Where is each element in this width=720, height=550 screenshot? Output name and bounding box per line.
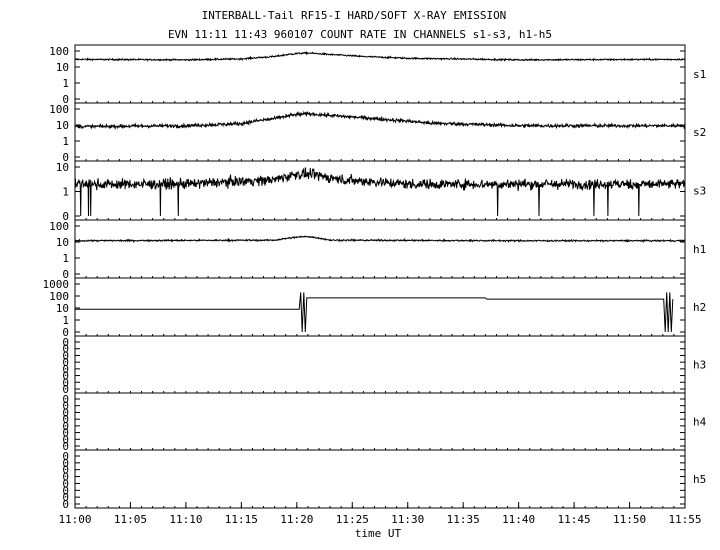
series-h1-line	[74, 235, 686, 244]
chart-title: INTERBALL-Tail RF15-I HARD/SOFT X-RAY EM…	[202, 9, 507, 22]
y-tick-label: 0	[62, 420, 69, 433]
y-tick-label: 0	[62, 427, 69, 440]
y-tick-label: 10	[56, 119, 69, 132]
y-tick-label: 0	[62, 326, 69, 339]
channel-label: h1	[693, 243, 706, 256]
channel-label: s2	[693, 126, 706, 139]
x-tick-label: 11:30	[391, 513, 424, 526]
channel-label: s1	[693, 68, 706, 81]
y-tick-label: 0	[62, 393, 69, 406]
y-tick-label: 100	[49, 45, 69, 58]
y-tick-label: 100	[49, 290, 69, 303]
y-tick-label: 0	[62, 433, 69, 446]
channel-label: h4	[693, 416, 707, 429]
y-tick-label: 0	[62, 484, 69, 497]
series-s1-line	[74, 51, 686, 63]
x-tick-label: 11:25	[336, 513, 369, 526]
x-tick-label: 11:10	[169, 513, 202, 526]
channel-label: s3	[693, 185, 706, 198]
series-h2-line	[75, 292, 674, 333]
y-tick-label: 0	[62, 210, 69, 223]
panels-group: 1001010s11001010s21010s31001010h11000100…	[43, 44, 707, 511]
y-tick-label: 0	[62, 370, 69, 383]
y-tick-label: 1	[62, 314, 69, 327]
y-tick-label: 0	[62, 363, 69, 376]
y-tick-label: 0	[62, 349, 69, 362]
y-tick-label: 0	[62, 457, 69, 470]
y-tick-label: 0	[62, 93, 69, 106]
y-tick-label: 10	[56, 61, 69, 74]
y-tick-label: 100	[49, 220, 69, 233]
y-tick-label: 10	[56, 161, 69, 174]
x-tick-label: 11:05	[114, 513, 147, 526]
x-axis-label: time UT	[355, 527, 402, 540]
y-tick-label: 0	[62, 336, 69, 349]
y-tick-label: 0	[62, 491, 69, 504]
y-tick-label: 1000	[43, 278, 70, 291]
x-tick-label: 11:00	[58, 513, 91, 526]
y-tick-label: 10	[56, 302, 69, 315]
y-tick-label: 0	[62, 471, 69, 484]
y-tick-label: 0	[62, 376, 69, 389]
series-s2-line	[74, 110, 686, 130]
x-tick-label: 11:35	[447, 513, 480, 526]
y-tick-label: 0	[62, 464, 69, 477]
y-tick-label: 0	[62, 151, 69, 164]
x-tick-label: 11:50	[613, 513, 646, 526]
panel-frame	[74, 102, 686, 162]
y-tick-label: 100	[49, 103, 69, 116]
y-tick-label: 0	[62, 400, 69, 413]
x-tick-label: 11:40	[502, 513, 535, 526]
y-tick-label: 0	[62, 383, 69, 396]
chart-subtitle: EVN 11:11 11:43 960107 COUNT RATE IN CHA…	[168, 28, 552, 41]
series-s3-line	[74, 167, 686, 217]
y-tick-label: 1	[62, 135, 69, 148]
y-tick-label: 0	[62, 406, 69, 419]
channel-label: h3	[693, 359, 706, 372]
x-axis: 11:00 11:05 11:10 11:15 11:20 11:25 11:30 11:35…	[58, 101, 702, 526]
x-tick-label: 11:55	[668, 513, 701, 526]
x-tick-label: 11:15	[225, 513, 258, 526]
y-tick-label: 0	[62, 477, 69, 490]
y-tick-label: 1	[62, 186, 69, 199]
y-tick-label: 0	[62, 356, 69, 369]
panel-frame	[74, 44, 686, 104]
panel-frame	[74, 219, 686, 279]
y-tick-label: 1	[62, 77, 69, 90]
channel-label: h2	[693, 301, 706, 314]
y-tick-label: 10	[56, 236, 69, 249]
x-tick-label: 11:20	[280, 513, 313, 526]
y-tick-label: 0	[62, 413, 69, 426]
y-tick-label: 0	[62, 450, 69, 463]
panel-frame	[74, 449, 686, 509]
x-tick-label: 11:45	[558, 513, 591, 526]
panel-frame	[74, 335, 686, 394]
y-tick-label: 0	[62, 498, 69, 511]
y-tick-label: 0	[62, 268, 69, 281]
panel-frame	[74, 392, 686, 451]
y-tick-label: 0	[62, 440, 69, 453]
channel-label: h5	[693, 473, 706, 486]
panel-frame	[74, 277, 686, 337]
y-tick-label: 0	[62, 343, 69, 356]
y-tick-label: 1	[62, 252, 69, 265]
